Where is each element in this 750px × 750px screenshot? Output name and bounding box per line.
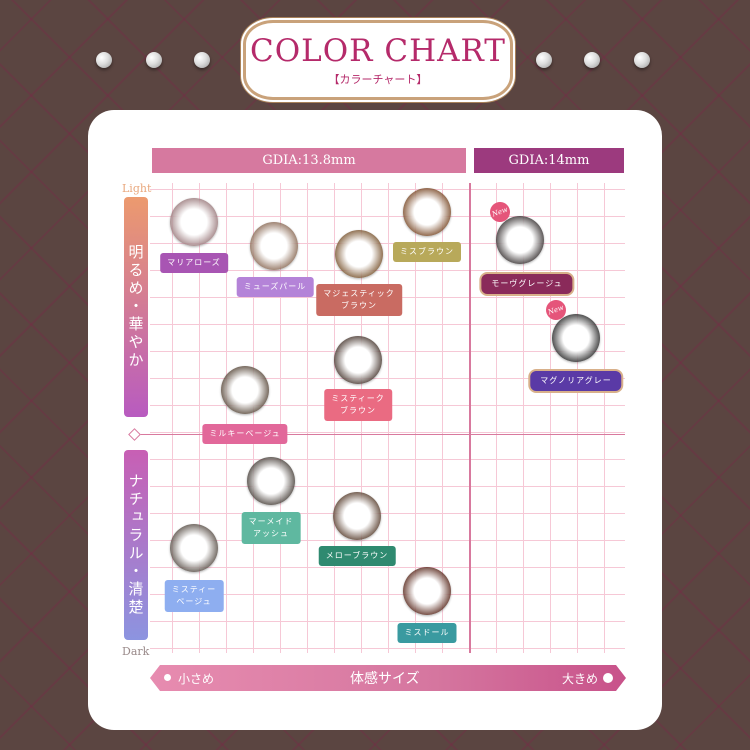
lens-label: モーヴグレージュ xyxy=(479,272,575,296)
lens-label: マリアローズ xyxy=(160,253,228,273)
pearl-icon xyxy=(634,52,650,68)
lens-point xyxy=(496,216,544,264)
title-plaque: COLOR CHART 【カラーチャート】 xyxy=(243,20,513,100)
lens-label: マグノリアグレー xyxy=(528,369,624,393)
pearl-icon xyxy=(146,52,162,68)
x-axis-label: 体感サイズ xyxy=(350,671,420,687)
lens-point xyxy=(250,222,298,270)
lens-label: マーメイド アッシュ xyxy=(241,512,301,544)
lens-point xyxy=(335,230,383,278)
lens-label: マジェスティック ブラウン xyxy=(316,284,402,316)
lens-point xyxy=(170,198,218,246)
group-divider xyxy=(469,183,471,653)
y-top-label: Light xyxy=(122,182,152,195)
pearl-icon xyxy=(536,52,552,68)
pearl-icon xyxy=(584,52,600,68)
lens-label: ミスティーク ブラウン xyxy=(324,389,392,421)
group-header-14mm: GDIA:14mm xyxy=(474,148,624,173)
lens-label: ミルキーベージュ xyxy=(202,424,288,444)
lens-point xyxy=(221,366,269,414)
pearl-icon xyxy=(194,52,210,68)
lens-label: ミューズパール xyxy=(236,277,314,297)
lens-label: メローブラウン xyxy=(318,546,396,566)
x-axis-bar: 小さめ 体感サイズ 大きめ xyxy=(150,665,626,691)
lens-point xyxy=(334,336,382,384)
page-title: COLOR CHART xyxy=(250,33,506,69)
group-header-13-8mm: GDIA:13.8mm xyxy=(152,148,466,173)
lens-label: ミスドール xyxy=(397,623,457,643)
y-lower-category: ナチュラル・清楚 xyxy=(124,450,148,640)
small-dot-icon xyxy=(164,674,171,681)
center-axis-line xyxy=(140,434,625,435)
y-bottom-label: Dark xyxy=(122,645,150,658)
lens-point xyxy=(333,492,381,540)
lens-point xyxy=(552,314,600,362)
lens-label: ミスブラウン xyxy=(393,242,461,262)
x-min-label: 小さめ xyxy=(178,672,215,686)
lens-label: ミスティー ベージュ xyxy=(164,580,224,612)
lens-point xyxy=(403,188,451,236)
page-subtitle: 【カラーチャート】 xyxy=(328,73,428,86)
large-dot-icon xyxy=(603,673,613,683)
pearl-icon xyxy=(96,52,112,68)
lens-point xyxy=(247,457,295,505)
y-upper-category: 明るめ・華やか xyxy=(124,197,148,417)
x-max-label: 大きめ xyxy=(562,672,599,686)
lens-point xyxy=(403,567,451,615)
lens-point xyxy=(170,524,218,572)
